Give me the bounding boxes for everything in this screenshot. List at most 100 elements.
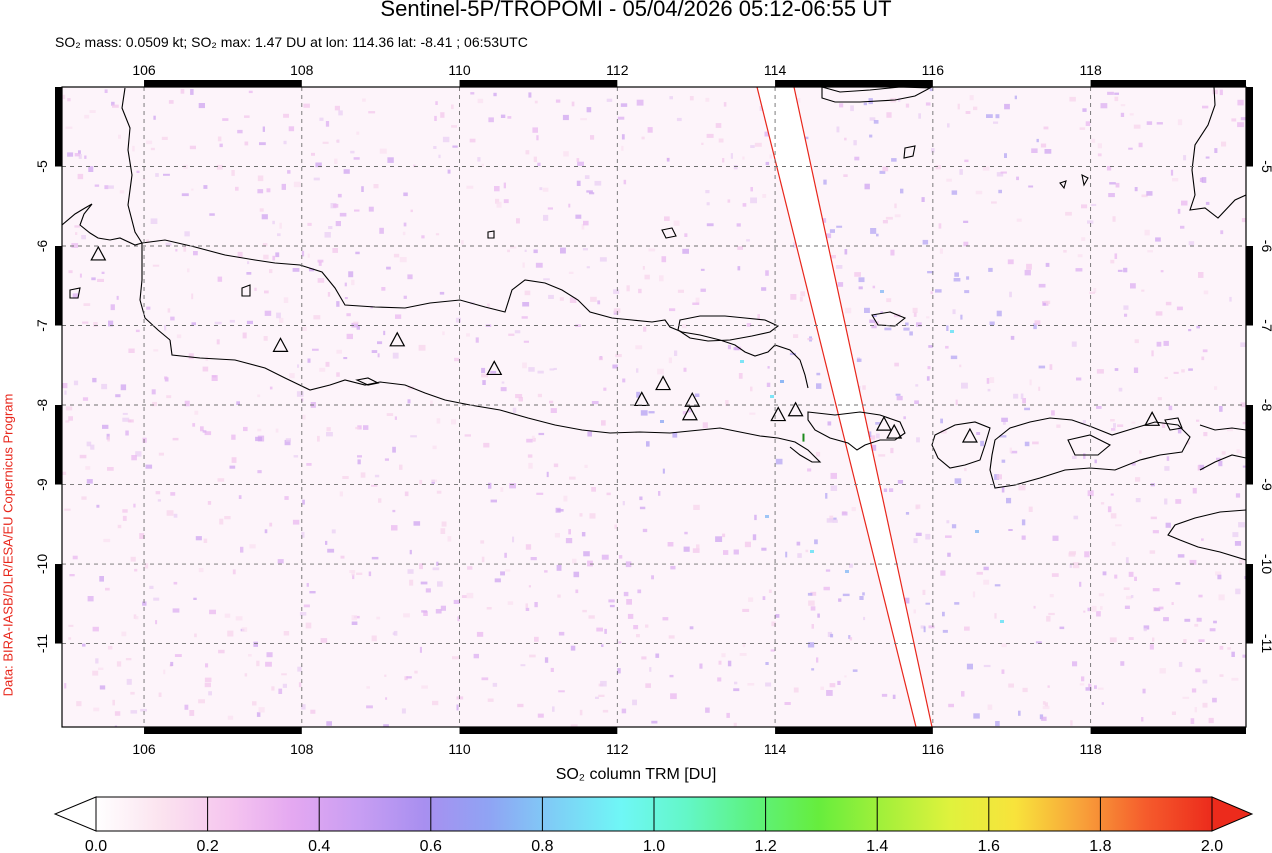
coastlines	[62, 87, 1246, 561]
volcano-triangle-icon	[486, 360, 503, 376]
coast-sumba	[1167, 509, 1246, 561]
swath-edge-west	[756, 87, 917, 727]
volcano-triangle-icon	[770, 406, 787, 422]
coast-java-south	[139, 243, 822, 463]
frame-bar-right	[1246, 246, 1253, 326]
colorbar-tick-label: 1.8	[1089, 838, 1111, 853]
colorbar-ticks: 0.0 0.2 0.4 0.6 0.8 1.0 1.2 1.4 1.6 1.8 2.0	[85, 797, 1223, 853]
plot-area	[62, 87, 1246, 727]
lat-tick-label-right: -8	[1259, 399, 1272, 412]
lon-tick-label-top: 112	[606, 62, 629, 78]
lat-tick-label-left: -11	[34, 634, 50, 653]
volcano-triangle-icon	[886, 423, 903, 439]
lat-tick-label-left: -9	[34, 478, 50, 491]
colorbar-title: SO₂ column TRM [DU]	[555, 766, 717, 783]
lat-tick-label-right: -9	[1259, 478, 1272, 491]
volcano-triangle-icon	[681, 405, 698, 421]
lon-tick-label-bottom: 116	[922, 741, 945, 757]
volcano-triangle-icon	[655, 375, 672, 391]
no-data-swath-gap	[757, 87, 932, 727]
frame-bar-left	[55, 87, 62, 167]
lat-tick-label-right: -11	[1259, 634, 1272, 653]
lon-tick-label-bottom: 118	[1079, 741, 1102, 757]
colorbar-tick-label: 2.0	[1201, 838, 1223, 853]
coast-bawean	[903, 145, 1089, 190]
colorbar-under-arrow	[53, 796, 97, 832]
colorbar-tick-label: 0.0	[85, 838, 107, 853]
coast-bali	[807, 411, 906, 451]
volcano-triangle-icon	[1144, 411, 1161, 426]
coast-karimunjawa	[487, 227, 677, 239]
lat-tick-label-left: -10	[34, 554, 50, 574]
lon-tick-label-top: 106	[132, 62, 156, 78]
volcano-triangle-icon	[875, 415, 892, 431]
lat-tick-label-left: -8	[34, 399, 50, 412]
colorbar-tick-label: 1.2	[754, 838, 776, 853]
coast-sumatra-east	[62, 87, 143, 246]
coast-flores	[1199, 424, 1246, 471]
lat-tick-label-right: -10	[1259, 554, 1272, 574]
lon-tick-label-bottom: 108	[290, 741, 314, 757]
coast-borneo	[821, 87, 933, 103]
colorbar-tick-label: 1.6	[978, 838, 1000, 853]
volcano-triangle-icon	[272, 337, 289, 352]
lon-tick-label-top: 116	[922, 62, 945, 78]
lat-tick-label-right: -6	[1259, 240, 1272, 253]
colorbar-tick-label: 0.2	[196, 838, 218, 853]
frame-bar-right	[1246, 564, 1253, 644]
colorbar-over-arrow	[1211, 796, 1254, 832]
frame-bar-left	[55, 246, 62, 326]
lon-tick-label-top: 108	[290, 62, 314, 78]
coast-kangean	[871, 311, 907, 327]
so2-summary: SO₂ mass: 0.0509 kt; SO₂ max: 1.47 DU at…	[55, 34, 528, 50]
lat-tick-label-left: -5	[34, 160, 50, 173]
volcano-triangle-icon	[389, 331, 406, 347]
coast-sumbawa	[989, 417, 1191, 489]
coast-java-north	[141, 239, 809, 389]
coast-thousand-islands	[69, 284, 380, 386]
colorbar-tick-label: 1.0	[643, 838, 665, 853]
volcano-triangle-icon	[90, 245, 107, 261]
frame-bar-right	[1246, 405, 1253, 485]
lon-tick-label-bottom: 110	[448, 741, 471, 757]
frame-bar-top	[144, 80, 302, 87]
coast-alor	[1164, 417, 1183, 431]
lon-tick-label-bottom: 112	[606, 741, 629, 757]
frame-bar-top	[1090, 80, 1246, 87]
volcano-triangle-icon	[961, 427, 978, 443]
lat-grid	[62, 166, 1246, 644]
volcano-markers	[90, 245, 1161, 443]
axis-tick-labels: 106 106 108 108 110 110 112 112 114 114 116 116 118 1…	[34, 62, 1272, 757]
frame-bar-bottom	[1090, 727, 1246, 734]
frame-bar-left	[55, 405, 62, 485]
lon-tick-label-top: 118	[1079, 62, 1102, 78]
colorbar-tick-label: 0.6	[420, 838, 442, 853]
colorbar-tick-label: 0.4	[308, 838, 330, 853]
frame-bar-bottom	[144, 727, 302, 734]
lat-tick-label-right: -7	[1259, 319, 1272, 332]
frame-bar-bottom	[459, 727, 618, 734]
frame-bar-left	[55, 564, 62, 644]
lon-tick-label-top: 114	[764, 62, 787, 78]
volcano-triangle-icon	[787, 401, 804, 417]
frame-tick-bars	[55, 80, 1253, 734]
lat-tick-label-right: -5	[1259, 160, 1272, 173]
coast-lombok	[931, 421, 991, 469]
lon-grid	[143, 87, 1092, 727]
swath-edge-east	[793, 87, 933, 727]
colorbar-tick-label: 0.8	[531, 838, 553, 853]
coast-sulawesi-sw	[1189, 87, 1246, 219]
frame-bar-right	[1246, 87, 1253, 167]
colorbar: 0.0 0.2 0.4 0.6 0.8 1.0 1.2 1.4 1.6 1.8 2.0	[53, 796, 1254, 853]
lat-tick-label-left: -6	[34, 240, 50, 253]
frame-bar-top	[775, 80, 933, 87]
lon-tick-label-bottom: 106	[132, 741, 156, 757]
frame-bar-bottom	[775, 727, 933, 734]
lon-tick-label-top: 110	[448, 62, 471, 78]
colorbar-tick-label: 1.4	[866, 838, 888, 853]
lat-tick-label-left: -7	[34, 319, 50, 332]
frame-bar-top	[459, 80, 618, 87]
volcano-triangle-icon	[684, 391, 701, 407]
map-title: Sentinel-5P/TROPOMI - 05/04/2026 05:12-0…	[380, 0, 892, 21]
